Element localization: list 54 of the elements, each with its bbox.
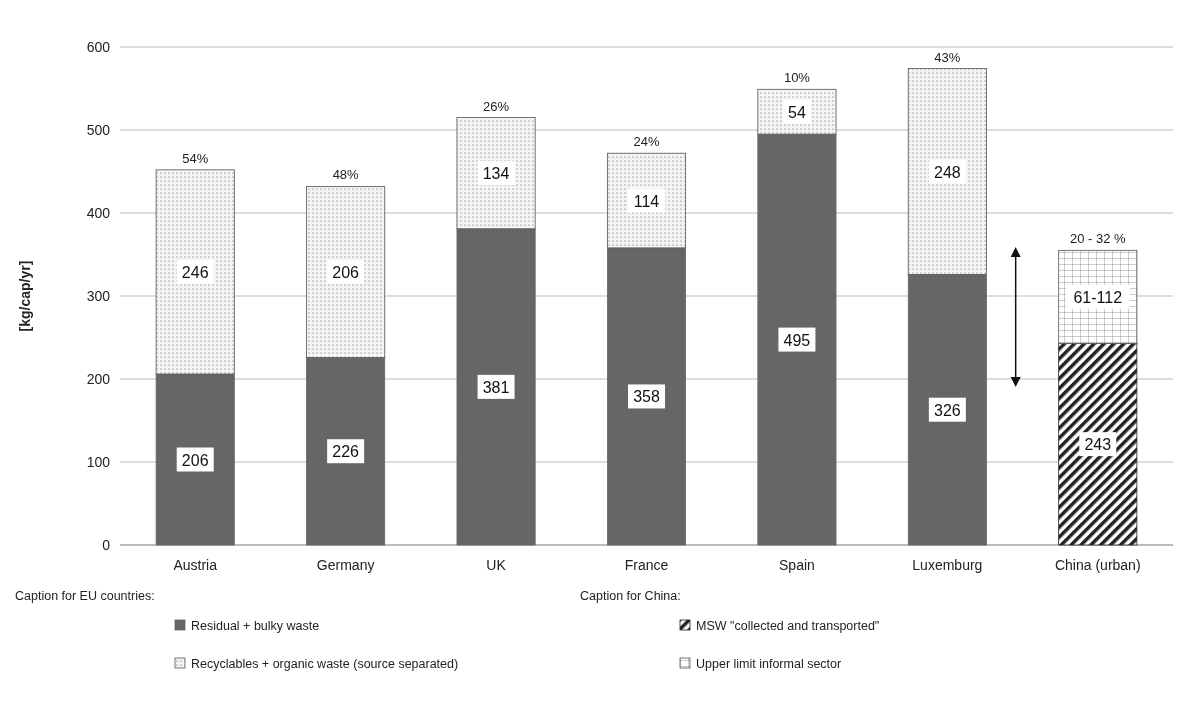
x-tick-label: Germany [316,557,375,573]
data-label: 206 [181,451,209,469]
annotation: 26% [483,98,510,114]
data-label: 206 [332,263,360,281]
data-label: 495 [783,331,811,349]
bar [606,247,687,546]
y-axis-title: [kg/cap/yr] [17,260,33,332]
data-label: 61-112 [1073,288,1123,306]
bar [306,357,386,546]
text: Caption for EU countries: [15,589,155,603]
x-tick-label: UK [486,557,507,573]
bar [456,228,536,546]
legend-label: Upper limit informal sector [696,657,842,671]
annotation: 54% [182,150,209,166]
y-tick-label: 300 [86,288,111,304]
data-label: 114 [633,192,660,210]
annotation: 48% [332,167,360,183]
y-tick-label: 600 [86,39,111,55]
bar [306,186,386,358]
legend-label: Recyclables + organic waste (source separated) [191,657,459,671]
data-label: 381 [482,378,510,396]
data-label: 243 [1084,436,1112,454]
data-label: 326 [934,401,961,419]
annotation: 10% [783,70,811,86]
y-tick-label: 400 [86,205,111,221]
legend-label: MSW "collected and transported" [696,619,880,633]
bar [155,169,235,375]
bar [606,152,687,249]
annotation: 24% [633,134,660,150]
bar [155,373,235,546]
legend-label: Residual + bulky waste [191,619,320,633]
x-tick-label: France [624,557,669,573]
y-tick-label: 500 [86,122,111,138]
bar [1058,342,1138,546]
bar [757,133,837,546]
data-label: 248 [934,163,961,181]
text: Caption for China: [580,589,681,603]
bar [456,117,536,230]
annotation: 43% [934,49,961,65]
x-tick-label: Austria [173,557,218,573]
x-tick-label: Luxemburg [912,557,983,573]
x-tick-label: Spain [779,557,815,573]
y-tick-label: 200 [86,371,111,387]
data-label: 246 [181,263,209,281]
data-label: 54 [788,103,806,121]
annotation: 20 - 32 % [1069,231,1127,247]
data-label: 226 [332,443,360,461]
data-label: 134 [482,165,510,183]
x-tick-label: China (urban) [1054,557,1141,573]
data-label: 358 [633,388,660,406]
y-tick-label: 0 [102,537,111,553]
y-tick-label: 100 [86,454,111,470]
bar [907,274,987,546]
bar [907,68,987,275]
